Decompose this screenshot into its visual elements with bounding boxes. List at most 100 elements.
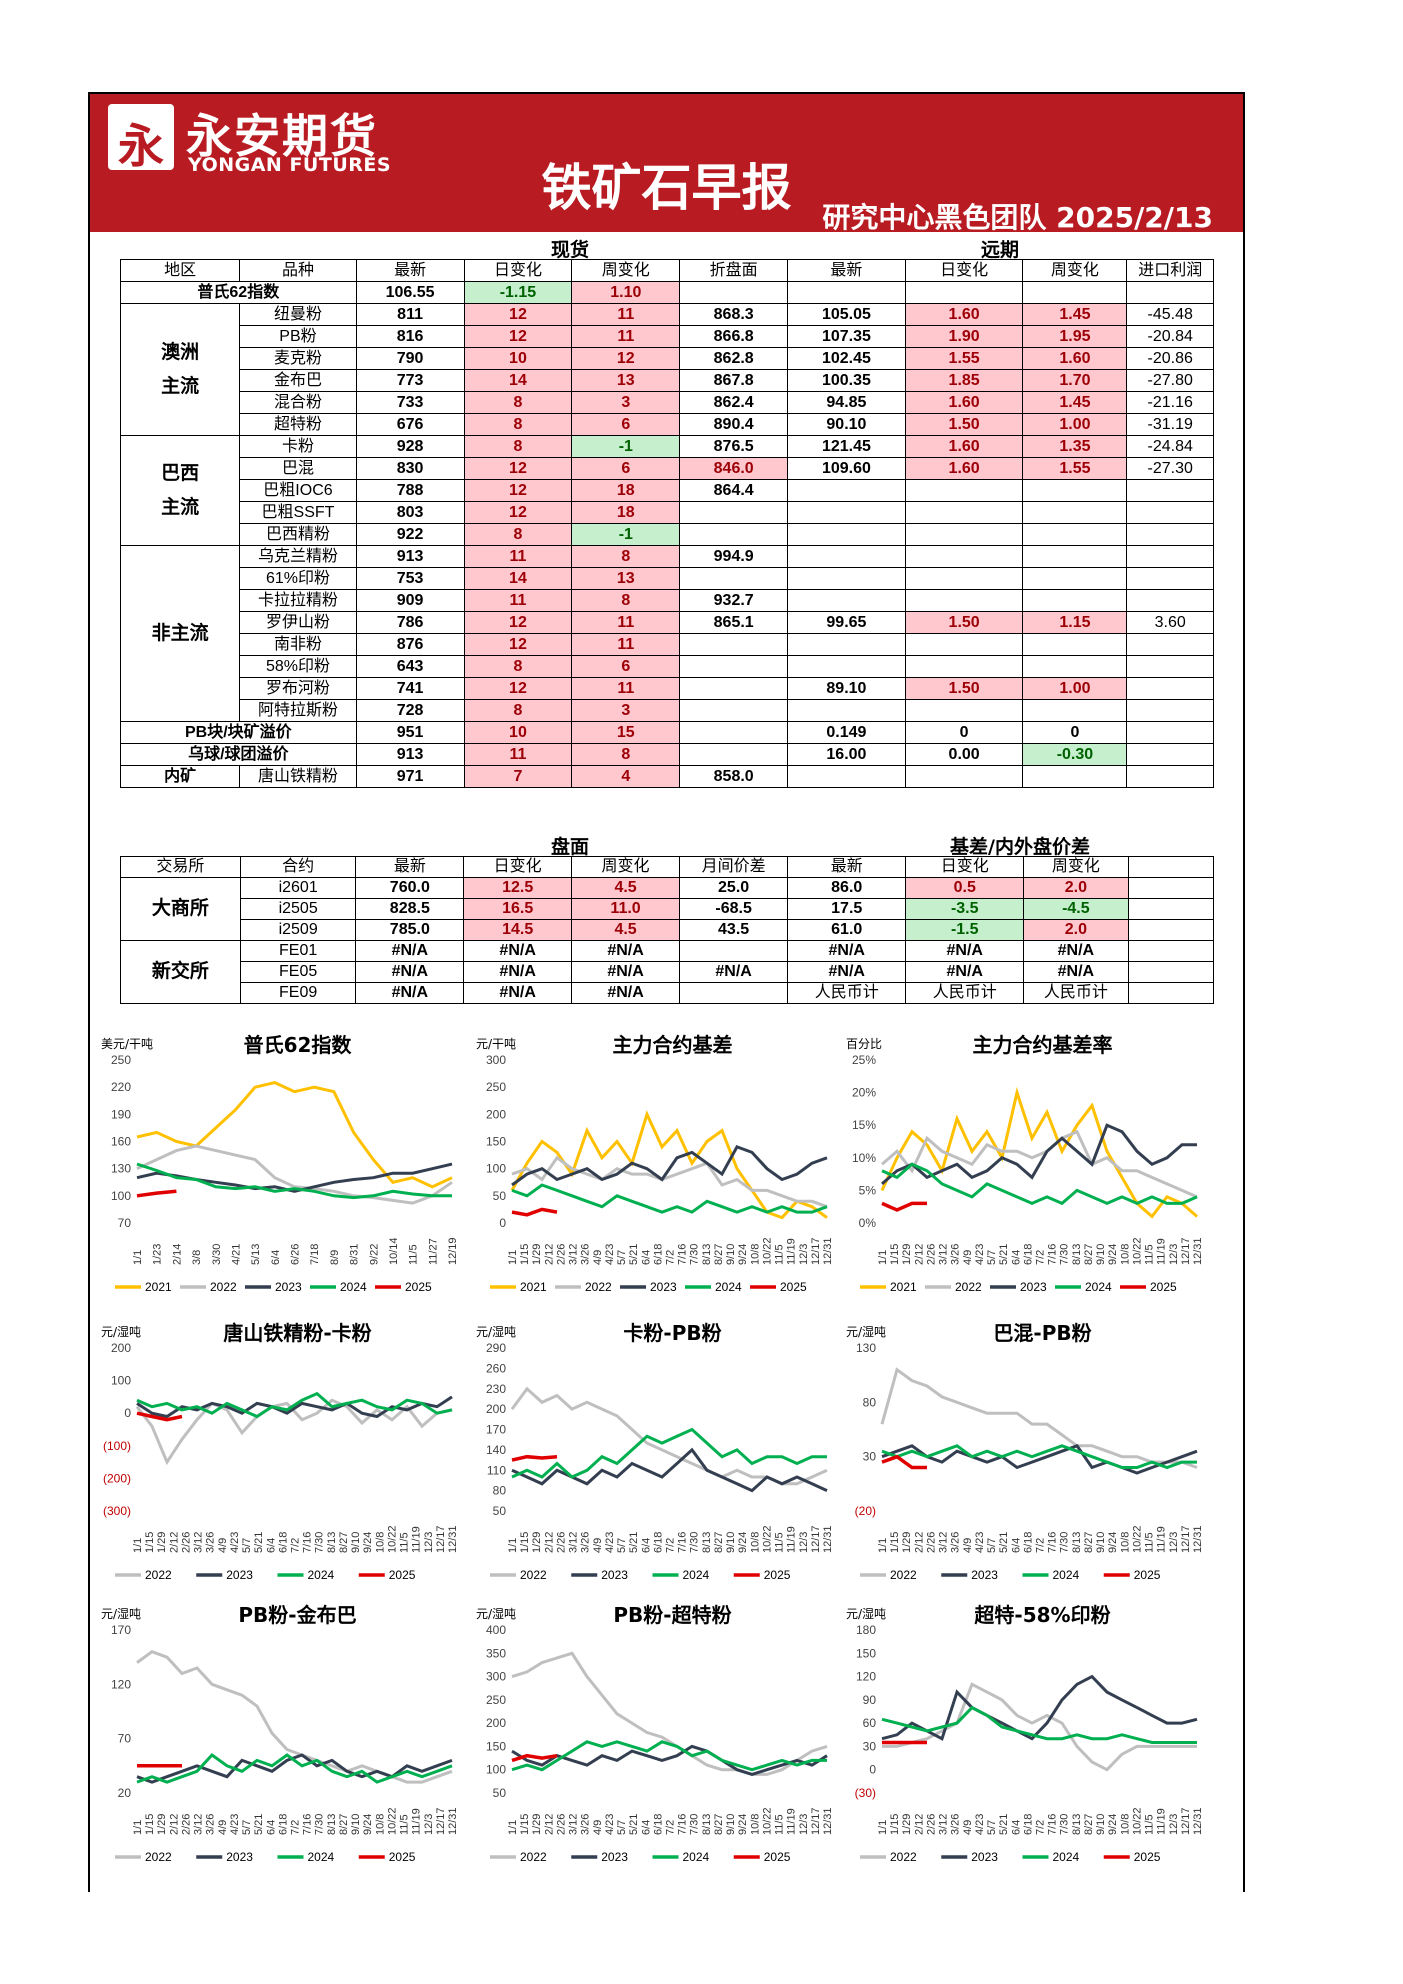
tick-label: 4/9 xyxy=(962,1250,974,1265)
column-header: 日变化 xyxy=(463,856,573,878)
tick-label: 2/26 xyxy=(180,1814,192,1835)
table-cell: 803 xyxy=(355,501,465,524)
table-cell: 643 xyxy=(355,655,465,678)
tick-label: 12/31 xyxy=(447,1807,459,1835)
column-header: 周变化 xyxy=(571,856,681,878)
series-line-2022 xyxy=(880,1367,1198,1469)
table-header-row: 地区 品种 最新 日变化 周变化 折盘面 最新 日变化 周变化 进口利润 xyxy=(119,259,1214,282)
tick-label: 200 xyxy=(111,1341,131,1355)
table-cell: 12 xyxy=(463,303,573,326)
table-cell: 932.7 xyxy=(679,589,789,612)
table-cell: 8 xyxy=(463,699,573,722)
table-cell: 121.45 xyxy=(787,435,906,458)
table-cell xyxy=(1022,479,1128,502)
table-cell: 876.5 xyxy=(679,435,789,458)
table-cell: 1.90 xyxy=(904,325,1024,348)
tick-label: 6/18 xyxy=(277,1532,289,1553)
tick-label: 11/5 xyxy=(399,1814,411,1835)
tick-label: 8/13 xyxy=(701,1814,713,1835)
tick-label: 12/19 xyxy=(447,1237,459,1265)
legend-label: 2023 xyxy=(1020,1280,1047,1294)
product-name: 卡粉 xyxy=(239,435,357,458)
tick-label: 3/12 xyxy=(193,1532,205,1553)
table-cell: 8 xyxy=(463,391,573,414)
table-cell xyxy=(1022,281,1128,304)
legend-label: 2022 xyxy=(520,1568,547,1582)
table-cell: 866.8 xyxy=(679,325,789,348)
legend-label: 2024 xyxy=(340,1280,367,1294)
table-cell: 790 xyxy=(355,347,465,370)
table-cell: #N/A xyxy=(571,961,681,983)
tick-label: 4/23 xyxy=(974,1244,986,1265)
legend-label: 2025 xyxy=(764,1850,791,1864)
table-row: 阿特拉斯粉 728 8 3 xyxy=(121,699,1214,722)
table-cell: 12 xyxy=(463,501,573,524)
series-line-2023 xyxy=(511,1145,828,1187)
series-line-2024 xyxy=(511,1427,827,1479)
legend-label: 2023 xyxy=(650,1280,677,1294)
tick-label: 7/2 xyxy=(665,1820,677,1835)
table-cell: 13 xyxy=(571,567,681,590)
spot-table: 地区 品种 最新 日变化 周变化 折盘面 最新 日变化 周变化 进口利润 普氏62指数 106.55-… xyxy=(119,259,1214,788)
tick-label: 12/31 xyxy=(1192,1525,1204,1553)
product-name: 卡拉拉精粉 xyxy=(239,589,357,612)
contract-name: i2509 xyxy=(239,919,357,941)
tick-label: 5/7 xyxy=(616,1538,628,1553)
tick-label: 10/8 xyxy=(749,1814,761,1835)
series-line-2022 xyxy=(135,1398,453,1466)
tick-label: 8/27 xyxy=(338,1814,350,1835)
table-cell: 109.60 xyxy=(787,457,906,480)
legend-label: 2022 xyxy=(520,1850,547,1864)
logo-icon: 永 xyxy=(108,104,174,173)
tick-label: 10/8 xyxy=(1119,1814,1131,1835)
table-cell: 0 xyxy=(904,721,1024,744)
series-line-2023 xyxy=(511,1447,828,1493)
legend-label: 2023 xyxy=(971,1568,998,1582)
chart-title: 主力合约基差率 xyxy=(973,1033,1113,1057)
series-line-2025 xyxy=(881,1201,927,1212)
table-cell xyxy=(679,567,789,590)
futures-table: 交易所 合约 最新 日变化 周变化 月间价差 最新 日变化 周变化 大商所 i2601 760.0 12… xyxy=(120,856,1214,1004)
legend-label: 2021 xyxy=(145,1280,172,1294)
table-cell: 12 xyxy=(463,633,573,656)
table-cell: 人民币计 xyxy=(1023,982,1129,1004)
table-cell: 8 xyxy=(571,743,681,766)
table-cell: 8 xyxy=(571,589,681,612)
line-chart: PB粉-金布巴 元/湿吨 170 120 70 20 1/1 1/15 1/29 2/12 2/26… xyxy=(101,1603,459,1864)
logo-subtext: YONGAN FUTURES xyxy=(188,154,392,176)
tick-label: 8/13 xyxy=(701,1244,713,1265)
table-cell: 1.55 xyxy=(1022,457,1128,480)
tick-label: 10/8 xyxy=(374,1814,386,1835)
tick-label: 8/27 xyxy=(338,1532,350,1553)
tick-label: 5/21 xyxy=(628,1532,640,1553)
tick-label: 9/24 xyxy=(737,1532,749,1553)
tick-label: 130 xyxy=(111,1162,131,1176)
tick-label: 3/26 xyxy=(580,1532,592,1553)
tick-label: 8/13 xyxy=(1071,1814,1083,1835)
table-cell: 100.35 xyxy=(787,369,906,392)
legend-label: 2025 xyxy=(1134,1850,1161,1864)
tick-label: 200 xyxy=(486,1716,506,1730)
tick-label: 5/21 xyxy=(628,1814,640,1835)
table-cell: 811 xyxy=(355,303,465,326)
legend-label: 2022 xyxy=(890,1568,917,1582)
series-line-2023 xyxy=(881,1443,1198,1475)
legend-label: 2025 xyxy=(764,1568,791,1582)
tick-label: 6/4 xyxy=(640,1538,652,1553)
table-cell xyxy=(679,523,789,546)
tick-label: 8/27 xyxy=(713,1532,725,1553)
table-cell xyxy=(679,677,789,700)
table-row: i2505 828.5 16.5 11.0 -68.5 17.5 -3.5 -4.5 xyxy=(121,898,1214,920)
product-name: 罗伊山粉 xyxy=(239,611,357,634)
column-header: 周变化 xyxy=(571,259,681,282)
table-cell xyxy=(787,699,906,722)
product-name: 南非粉 xyxy=(239,633,357,656)
tick-label: 100 xyxy=(486,1162,506,1176)
table-cell: -20.86 xyxy=(1126,347,1214,370)
table-cell xyxy=(904,501,1024,524)
series-line-2023 xyxy=(511,1744,828,1776)
table-cell: 865.1 xyxy=(679,611,789,634)
tick-label: 1/1 xyxy=(132,1250,144,1265)
tick-label: 1/1 xyxy=(877,1250,889,1265)
